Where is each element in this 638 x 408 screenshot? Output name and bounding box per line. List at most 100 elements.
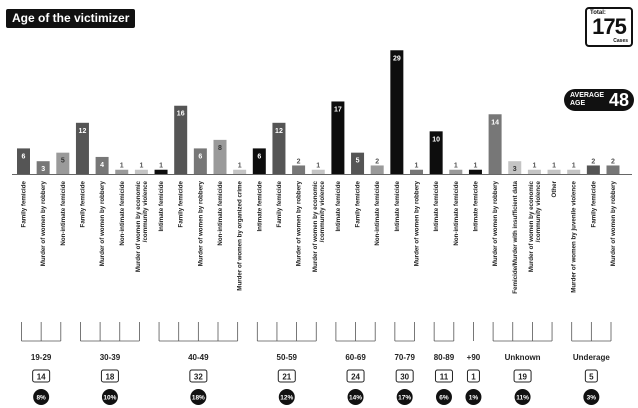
bar-value-label: 1	[415, 163, 419, 170]
bar	[606, 165, 620, 174]
bar-value-label: 1	[159, 163, 163, 170]
bar-value-label: 1	[454, 163, 458, 170]
group-percent: 6%	[439, 395, 449, 402]
group-count-box	[189, 369, 208, 383]
bar-value-label: 1	[139, 163, 143, 170]
bar-category-label: Murder of women by robbery	[40, 180, 47, 266]
total-unit: Cases	[613, 38, 628, 44]
age-group-label: 50-59	[277, 353, 298, 362]
group-count-box	[584, 369, 598, 383]
group-percent-circle	[465, 389, 482, 405]
bar-category-label: Murder of women by organized crime	[237, 180, 244, 290]
chart-title: Age of the victimizer	[6, 9, 136, 28]
bar-category-label: Non-intimate femicide	[60, 180, 67, 245]
bar-value-label: 2	[297, 158, 301, 165]
bar	[508, 161, 522, 174]
bar	[292, 165, 306, 174]
bar-value-label: 3	[41, 166, 45, 173]
bar	[390, 50, 404, 175]
bar-value-label: 1	[120, 163, 124, 170]
group-percent: 10%	[103, 395, 116, 402]
group-percent-circle	[190, 389, 207, 405]
average-label: AVERAGE	[570, 92, 605, 99]
age-group-label: 30-39	[100, 353, 121, 362]
bar-value-label: 29	[393, 55, 401, 62]
bar-value-label: 3	[513, 166, 517, 173]
bar-value-label: 6	[257, 153, 261, 160]
group-percent: 18%	[192, 395, 205, 402]
age-group-label: 60-69	[345, 353, 366, 362]
bar-value-label: 5	[61, 158, 65, 165]
bar-value-label: 12	[79, 128, 87, 135]
bar	[488, 114, 502, 174]
bar-category-label: Murder of women by robbery	[197, 180, 204, 266]
group-percent-circle	[101, 389, 118, 405]
group-percent: 11%	[516, 395, 529, 402]
group-percent-circle	[514, 389, 531, 405]
bar-category-label: Family femicide	[178, 180, 185, 227]
bar	[17, 148, 30, 174]
bar-value-label: 1	[316, 163, 320, 170]
bar-category-label: Intimate femicide	[394, 180, 401, 231]
bar	[429, 131, 443, 174]
bar-category-label: Family femicide	[590, 180, 597, 227]
group-percent-circle	[583, 389, 600, 405]
bar-value-label: 1	[238, 163, 242, 170]
bar	[547, 169, 561, 174]
group-percent-circle	[278, 389, 295, 405]
group-count: 1	[471, 373, 476, 382]
bar	[527, 169, 541, 174]
bar-category-label: Intimate femicide	[433, 180, 440, 231]
bar-value-label: 5	[356, 158, 360, 165]
bar	[370, 165, 384, 174]
bar	[567, 169, 581, 174]
bar	[213, 139, 227, 174]
group-count-box	[346, 369, 365, 383]
bar-category-label: Murder of women by robbery	[99, 180, 106, 266]
bar-value-label: 8	[218, 145, 222, 152]
group-count-box	[434, 369, 453, 383]
bar	[134, 169, 148, 174]
bar-category-label: Family femicide	[21, 180, 28, 227]
bar-category-label: Murder of women by robbery	[610, 180, 617, 266]
bar-value-label: 1	[572, 163, 576, 170]
total-cases-box: Total: 175 Cases	[585, 7, 633, 47]
group-count-box	[32, 369, 51, 383]
bar-value-label: 1	[473, 163, 477, 170]
bar	[410, 169, 423, 174]
age-group-label: +90	[467, 353, 481, 362]
total-label: Total:	[590, 10, 606, 16]
group-percent: 1%	[469, 395, 479, 402]
bar	[449, 169, 463, 174]
bar-value-label: 10	[432, 136, 440, 143]
bar-value-label: 17	[334, 106, 342, 113]
bar-category-label: Non-intimate femicide	[217, 180, 224, 245]
bar-category-label: Murder of women by economic/community vi…	[528, 180, 542, 272]
age-group-label: 70-79	[394, 353, 415, 362]
bar	[331, 101, 345, 174]
bar-category-label: Non-intimate femicide	[453, 180, 460, 245]
bar-category-label: Family femicide	[276, 180, 283, 227]
bar-category-label: Murder of women by economic/community vi…	[135, 180, 149, 272]
bar	[252, 148, 266, 174]
bar-value-label: 4	[100, 162, 104, 169]
group-percent: 14%	[349, 395, 362, 402]
age-group-label: 80-89	[434, 353, 455, 362]
bar	[174, 105, 188, 174]
bar	[586, 165, 600, 174]
age-group-label: 40-49	[188, 353, 209, 362]
bar	[311, 169, 325, 174]
group-percent-circle	[396, 389, 413, 405]
group-percent: 3%	[587, 395, 597, 402]
bar	[468, 169, 482, 174]
bar-value-label: 2	[591, 158, 595, 165]
group-count: 5	[589, 373, 594, 382]
group-count: 19	[518, 373, 527, 382]
bar	[75, 122, 89, 174]
bar-category-label: Intimate femicide	[158, 180, 165, 231]
group-percent: 8%	[36, 395, 46, 402]
bar-value-label: 2	[611, 158, 615, 165]
bar-category-label: Murder of women by robbery	[296, 180, 303, 266]
group-count-box	[277, 369, 296, 383]
